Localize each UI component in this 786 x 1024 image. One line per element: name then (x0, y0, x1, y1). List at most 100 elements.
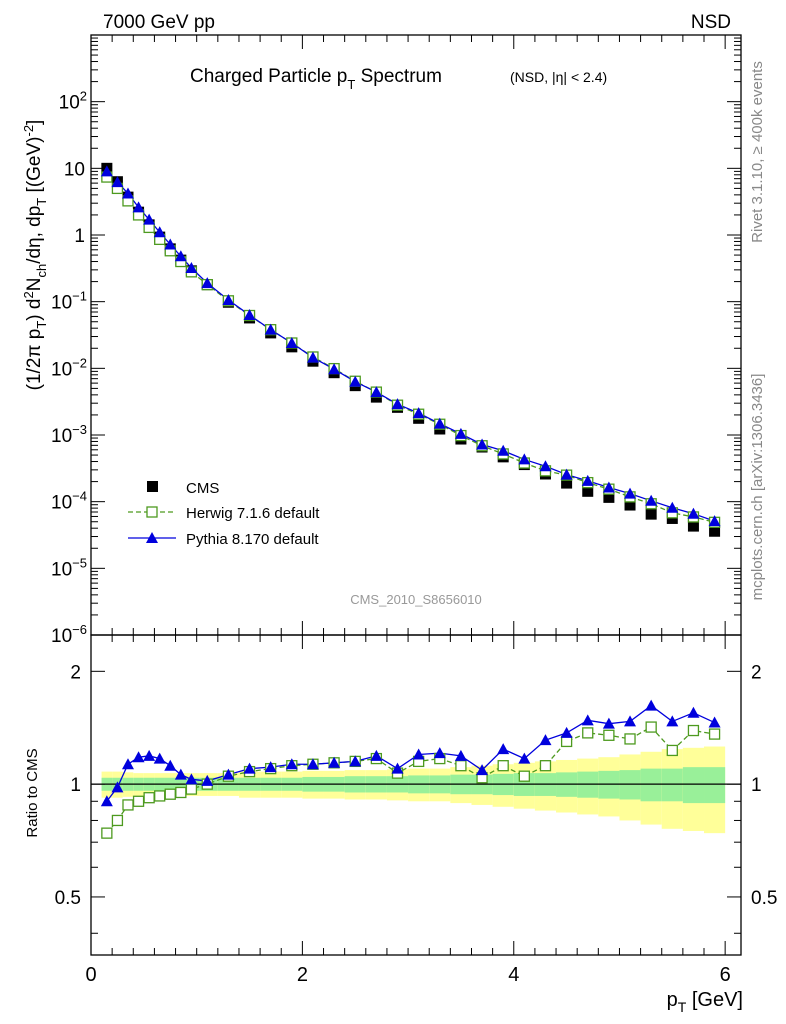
herwig-ratio-point (455, 760, 467, 772)
cms-point (687, 520, 699, 532)
legend-marker-herwig (146, 506, 158, 518)
pythia-ratio-point (391, 762, 404, 774)
pythia-point (285, 336, 298, 348)
pythia-ratio-point (185, 773, 198, 785)
herwig-ratio-point (164, 788, 176, 800)
xlabel: pT [GeV] (667, 989, 743, 1015)
pythia-ratio-point (328, 756, 341, 768)
pythia-point (645, 494, 658, 506)
ratio-panel: 0 2 4 6 0.5 0.5 1 1 2 2 (55, 634, 777, 986)
band-inner-bin (661, 768, 683, 802)
ratio-ytick-label-right: 2 (751, 662, 762, 683)
cms-point (645, 508, 657, 520)
analysis-watermark: CMS_2010_S8656010 (350, 592, 482, 607)
herwig-ratio-point (497, 760, 509, 772)
pythia-ratio-point (476, 764, 489, 776)
pythia-point (391, 398, 404, 410)
pythia-ratio-point (285, 758, 298, 770)
band-inner-bin (640, 768, 662, 802)
main-ytick-label: 10 (64, 159, 85, 180)
pythia-ratio-point (121, 758, 134, 770)
pythia-point (412, 407, 425, 419)
pythia-point (174, 250, 187, 262)
chart-title-tail: Spectrum (355, 66, 442, 87)
cms-point (603, 491, 615, 503)
pythia-point (581, 474, 594, 486)
main-panel: 10−6 10−5 10−4 10−3 10−2 10−1 1 10 102 (51, 34, 742, 647)
pythia-ratio-point (153, 752, 166, 764)
xtick-label: 2 (297, 964, 308, 986)
rivet-label: Rivet 3.1.10, ≥ 400k events (749, 61, 766, 243)
pythia-point (100, 165, 113, 177)
pythia-line (106, 170, 715, 522)
xtick-label: 6 (720, 964, 731, 986)
chart-title-extra: (NSD, |η| < 2.4) (510, 69, 607, 85)
herwig-ratio-point (603, 729, 615, 741)
pythia-point (687, 507, 700, 519)
pythia-point (121, 187, 134, 199)
pythia-ratio-point (518, 752, 531, 764)
cms-point (624, 499, 636, 511)
main-ytick-label: 102 (59, 89, 87, 114)
ratio-frame (90, 634, 742, 956)
band-inner-bin (704, 767, 726, 804)
pythia-point (518, 453, 531, 465)
pythia-ratio-point (264, 761, 277, 773)
chart-title-main: Charged Particle p (190, 66, 347, 87)
mcplots-label: mcplots.cern.ch [arXiv:1306.3436] (749, 374, 766, 601)
legend-entry-cms: CMS (147, 480, 219, 497)
pythia-ratio-point (243, 762, 256, 774)
pythia-ratio-line (106, 704, 715, 802)
pythia-point (164, 238, 177, 250)
pythia-ratio-point (454, 749, 467, 761)
herwig-ratio-point (666, 744, 678, 757)
ratio-ytick-label-left: 1 (70, 775, 81, 796)
main-ytick-label: 10−1 (51, 289, 87, 314)
pythia-point (132, 201, 145, 213)
xtick-label: 0 (85, 964, 96, 986)
xtick-label: 4 (508, 964, 519, 986)
herwig-line (106, 176, 715, 523)
pythia-point (201, 277, 214, 289)
pythia-ratio-point (174, 768, 187, 780)
pythia-point (185, 261, 198, 273)
pythia-point (328, 363, 341, 375)
chart-title: Charged Particle pT Spectrum (190, 66, 442, 92)
pythia-point (708, 515, 721, 527)
pythia-ratio-point (497, 743, 510, 755)
herwig-ratio-point (518, 770, 530, 782)
header-right: NSD (691, 12, 731, 33)
herwig-ratio-point (539, 760, 552, 772)
pythia-ratio-point (624, 715, 637, 727)
legend: CMS Herwig 7.1.6 default Pythia 8.170 de… (128, 480, 320, 548)
pythia-ratio-point (708, 716, 721, 728)
legend-marker-cms (147, 481, 158, 492)
legend-label-cms: CMS (186, 480, 219, 497)
herwig-ratio-point (143, 792, 155, 804)
pythia-ratio-point (560, 726, 573, 738)
ratio-ylabel: Ratio to CMS (24, 748, 41, 837)
herwig-ratio-point (708, 728, 721, 740)
pythia-ratio-point (132, 751, 145, 763)
herwig-ratio-point (624, 733, 636, 745)
pythia-point (560, 468, 573, 480)
ratio-ytick-label-right: 1 (751, 775, 762, 796)
pythia-point (433, 417, 446, 429)
pythia-ratio-point (201, 774, 214, 786)
pythia-point (243, 309, 256, 321)
pythia-ratio-point (222, 768, 235, 780)
pythia-point (602, 481, 615, 493)
pythia-point (666, 501, 679, 513)
chart-title-sub: T (347, 77, 355, 92)
legend-marker-pythia (146, 532, 158, 543)
pythia-point (222, 293, 235, 305)
pythia-point (454, 427, 467, 439)
cms-point (709, 525, 721, 537)
herwig-ratio-point (122, 799, 134, 811)
pythia-ratio-point (100, 795, 113, 807)
ratio-ytick-label-right: 0.5 (751, 888, 777, 909)
pythia-ratio-point (539, 734, 552, 746)
main-ytick-label: 10−3 (51, 422, 87, 447)
cms-point (582, 485, 594, 497)
pythia-point (476, 438, 489, 450)
